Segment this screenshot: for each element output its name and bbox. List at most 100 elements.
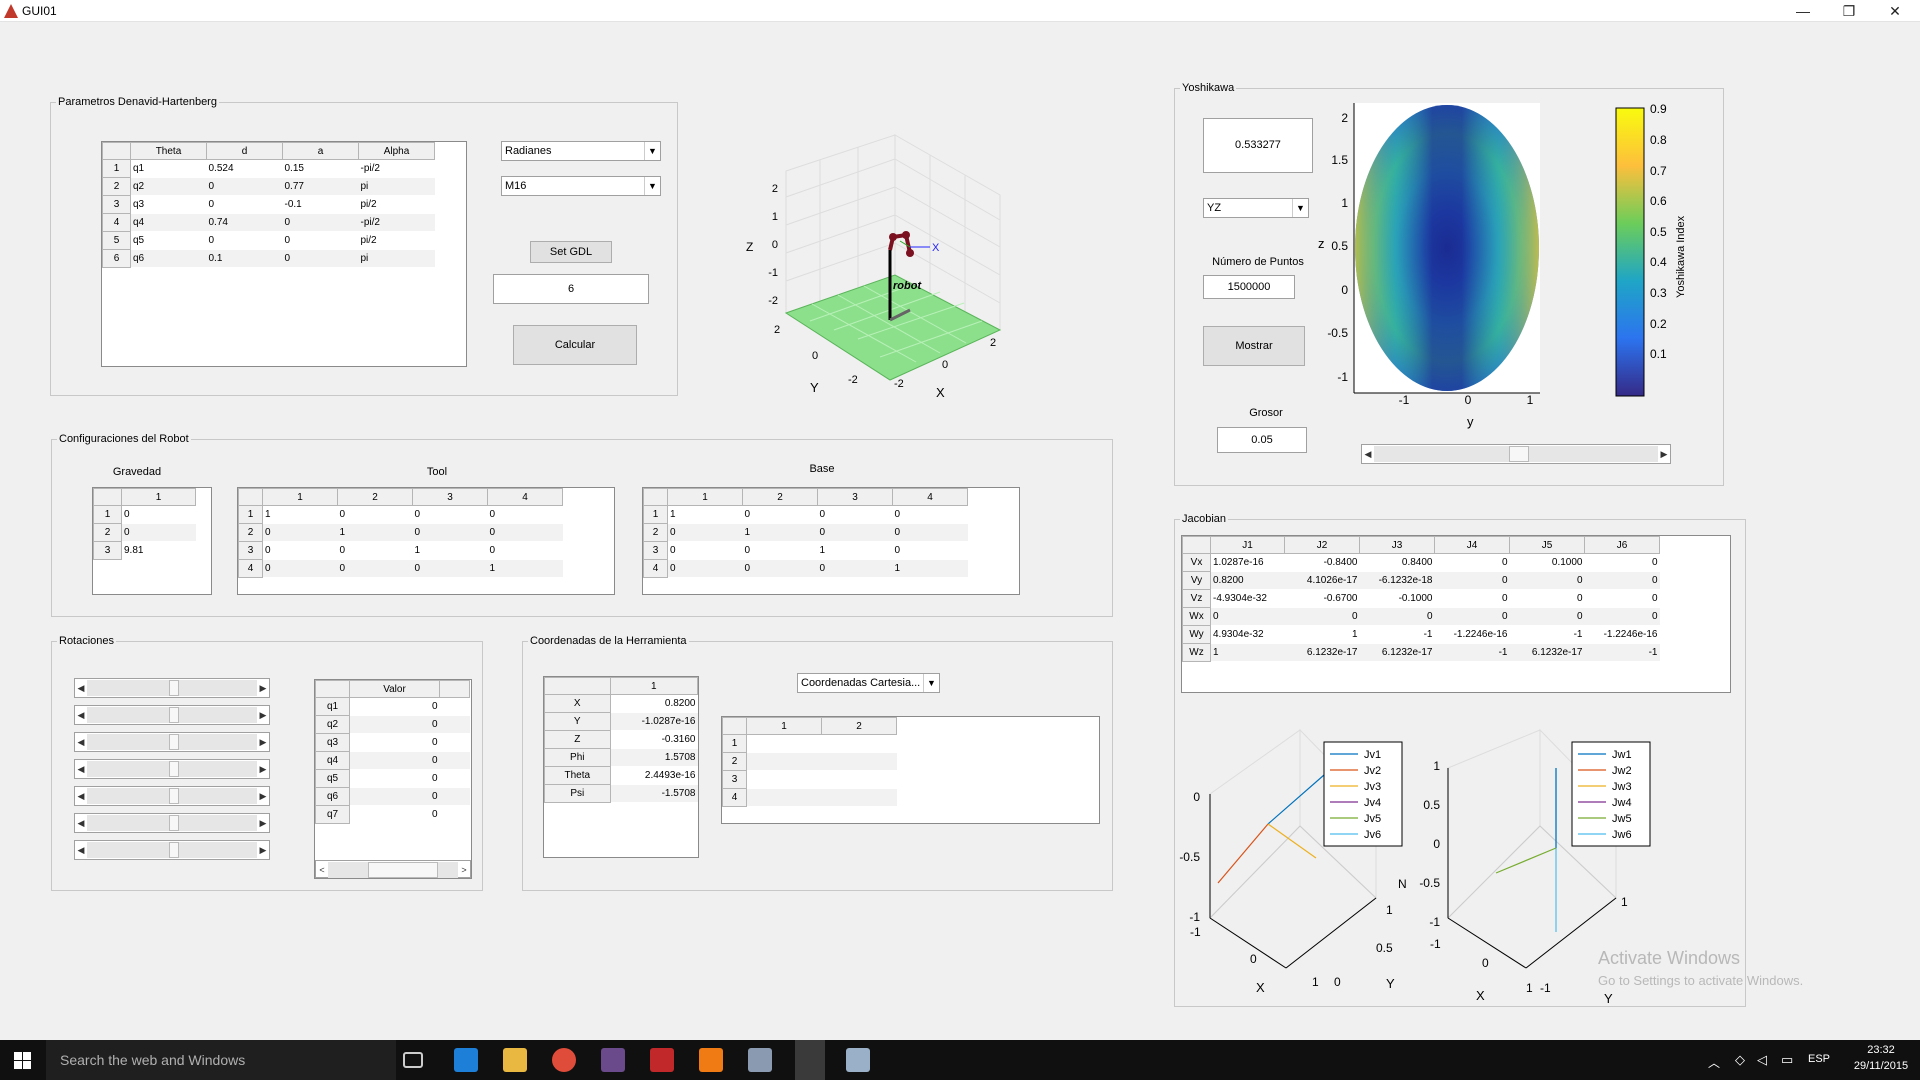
table-cell[interactable]: 1 xyxy=(817,541,893,560)
row-header[interactable]: q7 xyxy=(315,805,350,824)
tool-header[interactable]: 4 xyxy=(487,488,563,506)
table-cell[interactable] xyxy=(746,752,822,771)
table-cell[interactable]: -1 xyxy=(1359,625,1435,644)
table-cell[interactable]: 0 xyxy=(1359,607,1435,626)
row-header[interactable]: 4 xyxy=(722,788,747,807)
row-header[interactable]: Psi xyxy=(544,784,611,803)
table-cell[interactable]: q2 xyxy=(130,177,207,196)
row-header[interactable]: X xyxy=(544,694,611,713)
slider-right-icon[interactable]: ▶ xyxy=(259,683,267,693)
table-cell[interactable]: 0 xyxy=(349,751,440,770)
row-header[interactable]: 2 xyxy=(722,752,747,771)
table-cell[interactable]: 0 xyxy=(262,559,338,578)
jacobian-header[interactable]: J5 xyxy=(1509,536,1585,554)
table-cell[interactable]: -4.9304e-32 xyxy=(1210,589,1285,608)
table-cell[interactable]: 0.8200 xyxy=(610,694,698,713)
table-cell[interactable]: -0.1 xyxy=(282,195,359,214)
gravedad-header[interactable]: 1 xyxy=(121,488,196,506)
table-cell[interactable]: pi xyxy=(358,249,435,268)
table-cell[interactable]: 4.1026e-17 xyxy=(1284,571,1360,590)
rotation-slider-q3[interactable]: ◀ ▶ xyxy=(74,732,270,752)
jacobian-header[interactable]: J1 xyxy=(1210,536,1285,554)
table-cell[interactable]: 0 xyxy=(1284,607,1360,626)
row-header[interactable]: Vy xyxy=(1182,571,1211,590)
table-cell[interactable] xyxy=(821,788,897,807)
table-cell[interactable]: 0 xyxy=(1584,553,1660,572)
slider-thumb[interactable] xyxy=(169,680,179,696)
row-header[interactable]: 1 xyxy=(643,505,668,524)
gdl-field[interactable]: 6 xyxy=(493,274,649,304)
table-cell[interactable]: -0.8400 xyxy=(1284,553,1360,572)
table-cell[interactable]: 0 xyxy=(892,541,968,560)
table-cell[interactable]: 6.1232e-17 xyxy=(1509,643,1585,662)
table-cell[interactable]: 0 xyxy=(206,195,283,214)
table-cell[interactable]: 0 xyxy=(121,505,196,524)
row-header[interactable]: q5 xyxy=(315,769,350,788)
slider-left-icon[interactable]: ◀ xyxy=(1364,449,1372,459)
yoshikawa-value-field[interactable]: 0.533277 xyxy=(1203,118,1313,173)
task-view-icon[interactable] xyxy=(403,1052,423,1068)
table-cell[interactable]: 0.1000 xyxy=(1509,553,1585,572)
dh-header-a[interactable]: a xyxy=(282,142,359,160)
table-cell[interactable]: 0 xyxy=(206,231,283,250)
table-cell[interactable] xyxy=(439,733,470,752)
row-header[interactable]: 3 xyxy=(93,541,122,560)
table-cell[interactable]: 0 xyxy=(349,733,440,752)
table-cell[interactable]: -0.1000 xyxy=(1359,589,1435,608)
base-header[interactable]: 3 xyxy=(817,488,893,506)
table-cell[interactable]: 0.1 xyxy=(206,249,283,268)
table-cell[interactable]: -pi/2 xyxy=(358,213,435,232)
table-cell[interactable]: 0 xyxy=(262,541,338,560)
chevron-up-icon[interactable]: ︿ xyxy=(1708,1056,1721,1070)
table-cell[interactable]: 0 xyxy=(337,541,413,560)
table-cell[interactable]: 0 xyxy=(1584,571,1660,590)
table-cell[interactable]: 1.5708 xyxy=(610,748,698,767)
maximize-button[interactable]: ❐ xyxy=(1842,3,1856,19)
table-cell[interactable]: 0 xyxy=(817,523,893,542)
table-cell[interactable]: 2.4493e-16 xyxy=(610,766,698,785)
close-button[interactable]: ✕ xyxy=(1889,3,1901,19)
dh-header-d[interactable]: d xyxy=(206,142,283,160)
table-cell[interactable]: 0.77 xyxy=(282,177,359,196)
chrome-icon[interactable] xyxy=(552,1048,576,1072)
table-cell[interactable]: 0 xyxy=(1509,589,1585,608)
table-cell[interactable]: 1 xyxy=(487,559,563,578)
table-cell[interactable] xyxy=(439,769,470,788)
jacobian-header[interactable]: J2 xyxy=(1284,536,1360,554)
table-cell[interactable]: 0 xyxy=(892,505,968,524)
tool-header[interactable]: 3 xyxy=(412,488,488,506)
row-header[interactable]: q4 xyxy=(315,751,350,770)
table-cell[interactable]: 6.1232e-17 xyxy=(1359,643,1435,662)
row-header[interactable]: q1 xyxy=(315,697,350,716)
table-cell[interactable]: 0 xyxy=(412,559,488,578)
table-cell[interactable]: 0 xyxy=(1584,607,1660,626)
table-cell[interactable]: 1 xyxy=(667,505,743,524)
table-cell[interactable]: 0 xyxy=(487,523,563,542)
slider-thumb[interactable] xyxy=(169,707,179,723)
dh-table[interactable]: Theta d a Alpha 1 q1 0.524 0.15 -pi/2 2 q2 0 0.77 pi 3… xyxy=(101,141,467,367)
jacobian-header[interactable]: J6 xyxy=(1584,536,1660,554)
table-cell[interactable]: 0 xyxy=(349,715,440,734)
rotation-slider-q4[interactable]: ◀ ▶ xyxy=(74,759,270,779)
row-header[interactable]: 4 xyxy=(643,559,668,578)
winrar-icon[interactable] xyxy=(601,1048,625,1072)
table-cell[interactable]: 0 xyxy=(1434,607,1510,626)
vlc-icon[interactable] xyxy=(699,1048,723,1072)
row-header[interactable]: 4 xyxy=(238,559,263,578)
table-cell[interactable] xyxy=(746,788,822,807)
table-cell[interactable]: 4.9304e-32 xyxy=(1210,625,1285,644)
table-cell[interactable]: q1 xyxy=(130,159,207,178)
coords2-header[interactable]: 2 xyxy=(821,717,897,735)
slider-thumb[interactable] xyxy=(169,788,179,804)
rotation-slider-q7[interactable]: ◀ ▶ xyxy=(74,840,270,860)
coords2-header[interactable]: 1 xyxy=(746,717,822,735)
table-cell[interactable]: 0 xyxy=(349,769,440,788)
table-cell[interactable]: 0 xyxy=(892,523,968,542)
table-cell[interactable]: -0.6700 xyxy=(1284,589,1360,608)
table-cell[interactable]: 0 xyxy=(1210,607,1285,626)
table-cell[interactable]: 0 xyxy=(337,505,413,524)
row-header[interactable]: q3 xyxy=(315,733,350,752)
row-header[interactable]: 5 xyxy=(102,231,131,250)
table-cell[interactable]: 0 xyxy=(817,559,893,578)
row-header[interactable]: 4 xyxy=(102,213,131,232)
